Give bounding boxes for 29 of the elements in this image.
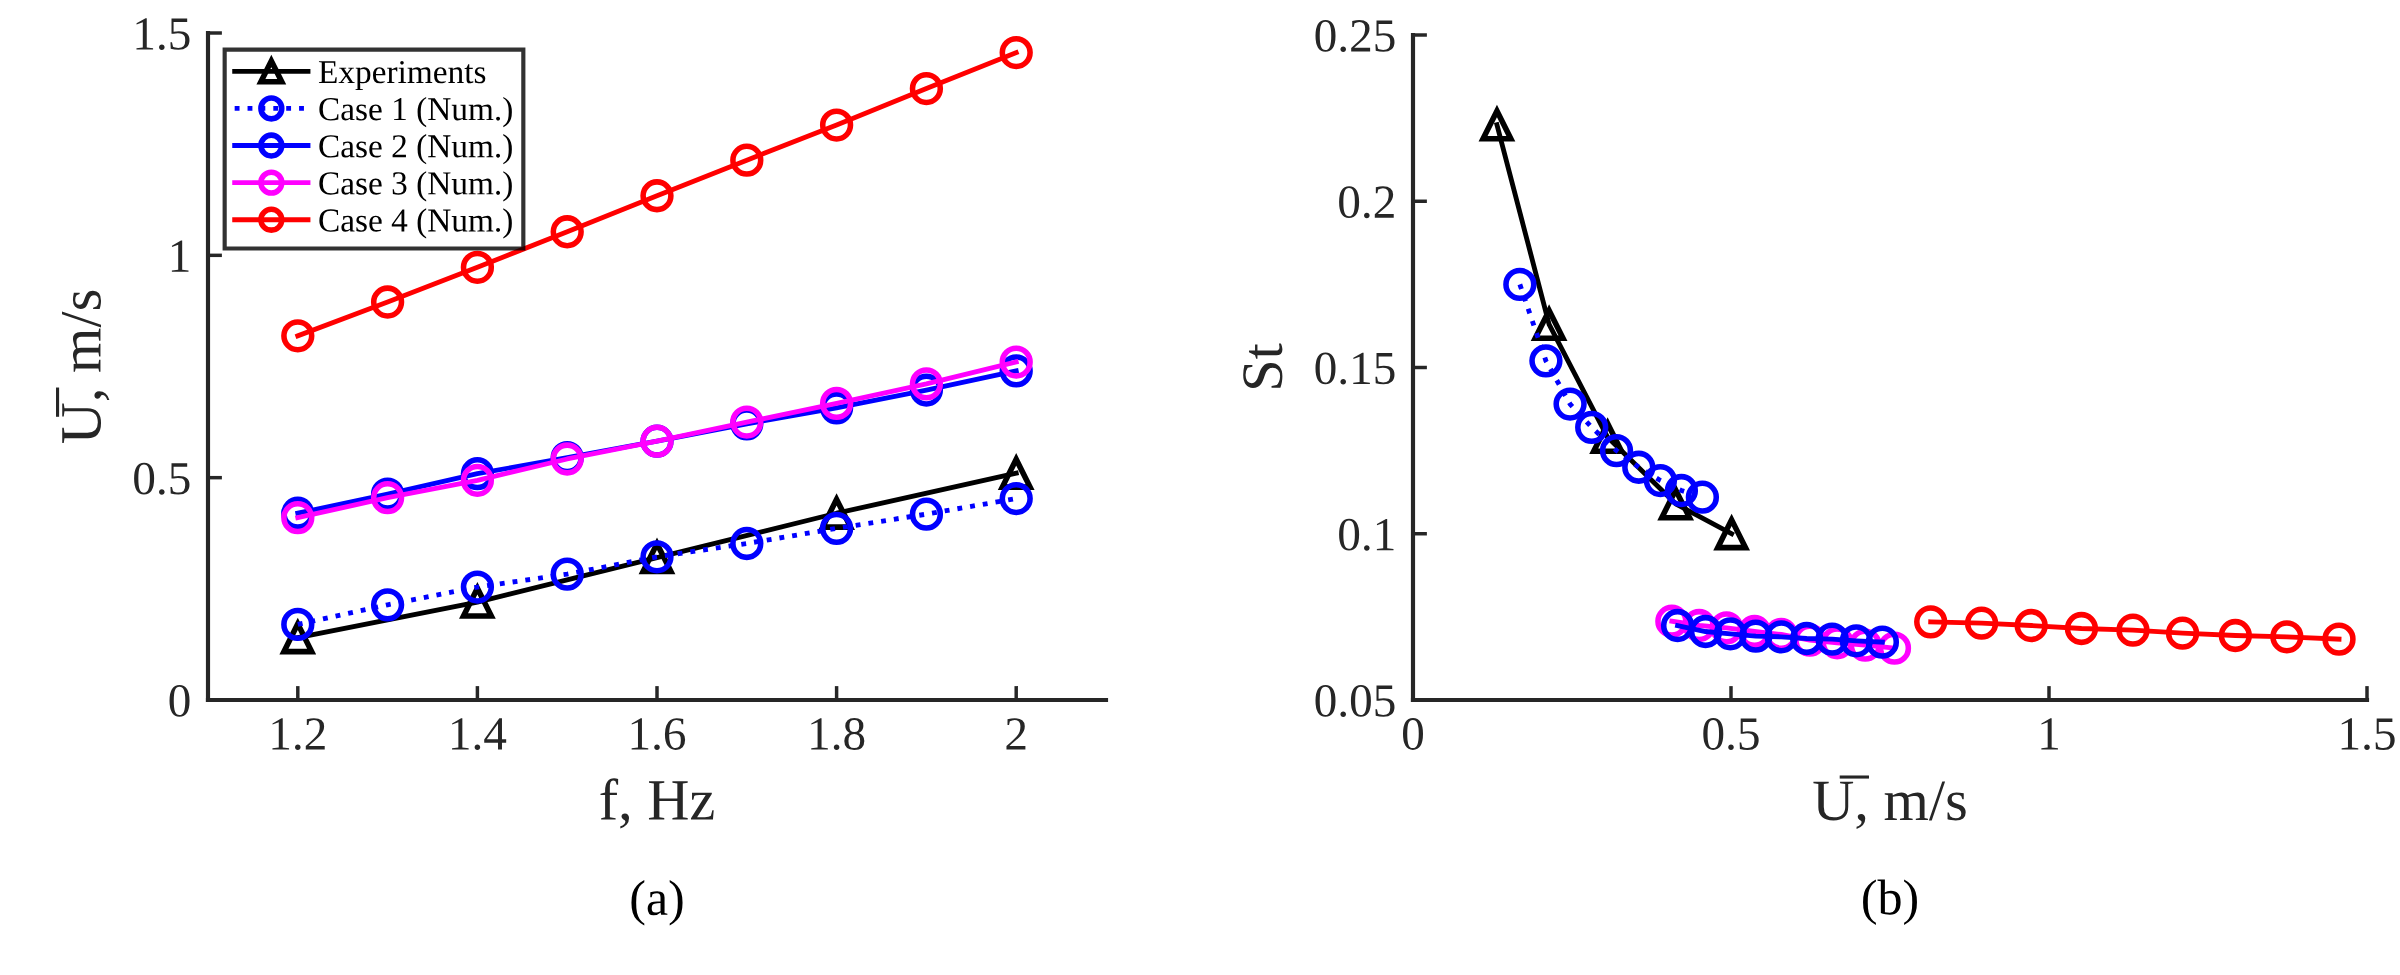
legend-label: Case 4 (Num.)	[319, 208, 512, 239]
x-tick-label: 1.4	[452, 718, 507, 751]
y-tick-label: 0.2	[1339, 186, 1394, 219]
y-tick-label: 0	[169, 684, 190, 717]
legend-label: Case 2 (Num.)	[319, 134, 512, 165]
x-axis-title: U̅, m/s	[1813, 775, 1966, 829]
y-axis-title: St	[1243, 343, 1283, 388]
y-tick-label: 0.05	[1315, 684, 1395, 718]
y-tick-label: 0.5	[134, 462, 190, 495]
x-tick-label: 2	[1006, 718, 1026, 750]
x-tick-label: 0	[1402, 718, 1424, 750]
legend-label: Case 3 (Num.)	[319, 171, 512, 202]
x-tick-label: 1.5	[2341, 718, 2395, 751]
x-tick-label: 1	[2041, 718, 2058, 750]
x-tick-label: 1.2	[272, 718, 325, 751]
legend-label: Case 1 (Num.)	[319, 96, 512, 128]
text: (b)	[1863, 879, 1917, 925]
x-tick-label: 1.6	[631, 718, 686, 751]
x-axis-title: f, Hz	[600, 778, 714, 829]
text: (a)	[631, 880, 683, 926]
legend-label: Experiments	[318, 60, 486, 91]
x-tick-label: 1.8	[811, 718, 865, 751]
y-tick-label: 1	[171, 240, 189, 272]
y-tick-label: 0.25	[1315, 19, 1395, 53]
y-tick-label: 0.1	[1339, 518, 1394, 551]
y-tick-label: 0.15	[1315, 352, 1395, 385]
x-tick-label: 0.5	[1703, 718, 1759, 751]
y-tick-label: 1.5	[136, 18, 190, 51]
y-axis-title: U̅, m/s	[56, 290, 110, 444]
